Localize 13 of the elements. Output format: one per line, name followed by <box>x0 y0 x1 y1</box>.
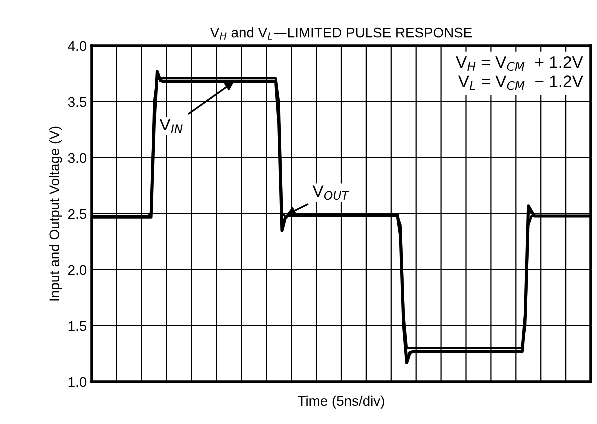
y-tick-label: 1.5 <box>68 321 87 332</box>
annotation: V$_{IN}$ <box>160 119 183 134</box>
y-tick-label: 2.5 <box>68 209 87 220</box>
y-tick-label: 4.0 <box>68 41 87 52</box>
x-axis-title: Time (5ns/div) <box>298 396 384 409</box>
annotation: V$_{OUT}$ <box>312 186 350 200</box>
y-tick-label: 3.0 <box>68 153 87 164</box>
y-tick-label: 1.0 <box>68 377 87 388</box>
y-tick-label: 3.5 <box>68 97 87 108</box>
text: V$_{H}$ = V$_{CM}$ + 1.2V V$_{L}$ = V$_{CM}$ − 1.2V <box>456 56 584 90</box>
chart-title: V$_{H}$ and V$_{L}$—LIMITED PULSE RESPONSE <box>210 28 472 40</box>
y-tick-label: 2.0 <box>68 265 87 276</box>
y-axis-title: Input and Output Voltage (V) <box>49 126 62 301</box>
